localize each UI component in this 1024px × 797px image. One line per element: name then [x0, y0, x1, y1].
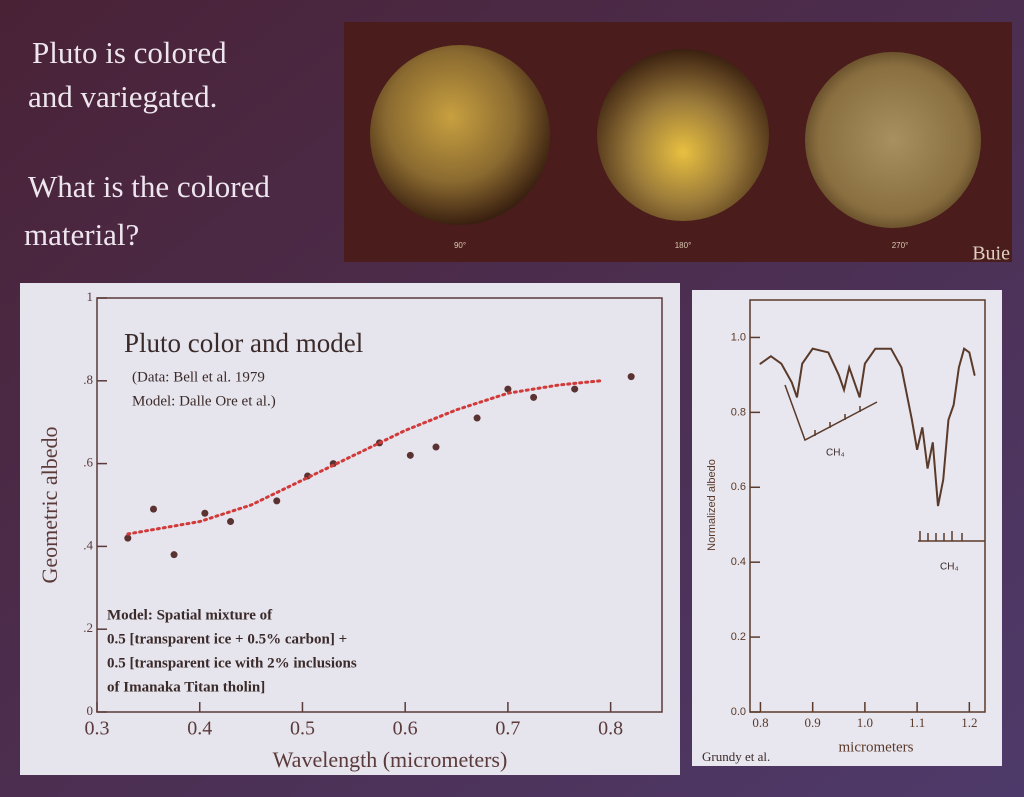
data-point — [571, 385, 579, 393]
y-tick-label: .6 — [83, 455, 93, 470]
x-tick-label: 0.6 — [393, 718, 418, 740]
y-tick-label: .2 — [83, 620, 93, 635]
annotation: of Imanaka Titan tholin] — [107, 679, 265, 695]
slide-text: What is the colored — [28, 169, 270, 204]
data-point — [627, 373, 635, 381]
x-tick-label: 0.8 — [598, 718, 623, 740]
annotation: Grundy et al. — [702, 749, 770, 764]
pluto-disk — [597, 49, 769, 221]
data-point — [473, 414, 481, 422]
slide-text: and variegated. — [28, 79, 217, 114]
image-credit: Buie — [972, 243, 1010, 265]
data-point — [150, 505, 157, 513]
annotation: Model: Dalle Ore et al.) — [132, 393, 276, 409]
data-point — [432, 443, 440, 451]
chart: 0.8 0.9 1.0 1.1 1.2 0.0 0.2 0.4 0.6 0.8 1.0 microme… — [702, 299, 986, 764]
image-label: 90° — [454, 241, 466, 250]
annotation: (Data: Bell et al. 1979 — [132, 369, 265, 385]
y-tick-label: .4 — [83, 537, 93, 552]
annotation: Model: Spatial mixture of — [107, 607, 273, 623]
annotation: 0.5 [transparent ice + 0.5% carbon] + — [107, 631, 347, 647]
plot-frame — [749, 299, 986, 713]
x-tick-label: 0.8 — [752, 715, 768, 730]
x-tick-label: 0.5 — [290, 718, 315, 740]
model-line — [126, 379, 602, 536]
spectrum-line — [759, 347, 976, 507]
y-axis-label: Geometric albedo — [37, 427, 62, 584]
y-tick-label: 0 — [87, 703, 94, 718]
annotation: CH₄ — [826, 448, 845, 459]
x-axis-label: micrometers — [839, 739, 914, 755]
annotation: CH₄ — [940, 562, 959, 573]
data-point — [273, 497, 281, 505]
chart-title: Pluto color and model — [124, 328, 363, 358]
pluto-disk — [805, 52, 981, 228]
image-label: 180° — [675, 241, 692, 250]
image-label: 270° — [892, 241, 909, 250]
y-tick-label: 0.0 — [731, 706, 746, 718]
data-point — [201, 509, 209, 517]
data-point — [406, 451, 414, 459]
pluto-disk — [370, 45, 550, 225]
x-tick-label: 1.1 — [909, 715, 925, 730]
band-marker — [784, 384, 878, 442]
y-tick-label: 0.6 — [731, 481, 746, 493]
annotation: 0.5 [transparent ice with 2% inclusions — [107, 655, 357, 671]
data-point — [504, 385, 512, 393]
data-point — [170, 551, 178, 559]
y-tick-label: .8 — [83, 372, 93, 387]
data-point — [227, 518, 235, 526]
data-point — [530, 393, 538, 401]
x-tick-label: 1.2 — [961, 715, 977, 730]
slide-text: Pluto is colored — [32, 35, 227, 70]
x-tick-label: 1.0 — [857, 715, 873, 730]
x-tick-label: 0.3 — [85, 718, 110, 740]
plot-frame — [96, 297, 663, 713]
y-tick-label: 0.2 — [731, 631, 746, 643]
y-tick-label: 0.4 — [731, 556, 746, 568]
chart-panel — [692, 290, 1002, 766]
x-axis-label: Wavelength (micrometers) — [273, 747, 508, 772]
chart: 0.3 0.4 0.5 0.6 0.7 0.8 0 .2 .4 .6 .8 1 Wavelength (… — [37, 289, 663, 772]
y-axis-label: Normalized albedo — [706, 459, 718, 551]
data-point — [124, 534, 132, 542]
chart-panel — [20, 283, 680, 775]
y-tick-label: 0.8 — [731, 406, 746, 418]
slide-text: material? — [24, 217, 139, 252]
y-tick-label: 1.0 — [731, 331, 746, 343]
band-marker — [918, 531, 985, 542]
x-tick-label: 0.4 — [187, 718, 212, 740]
x-tick-label: 0.9 — [805, 715, 821, 730]
x-tick-label: 0.7 — [495, 718, 520, 740]
y-tick-label: 1 — [87, 289, 94, 304]
